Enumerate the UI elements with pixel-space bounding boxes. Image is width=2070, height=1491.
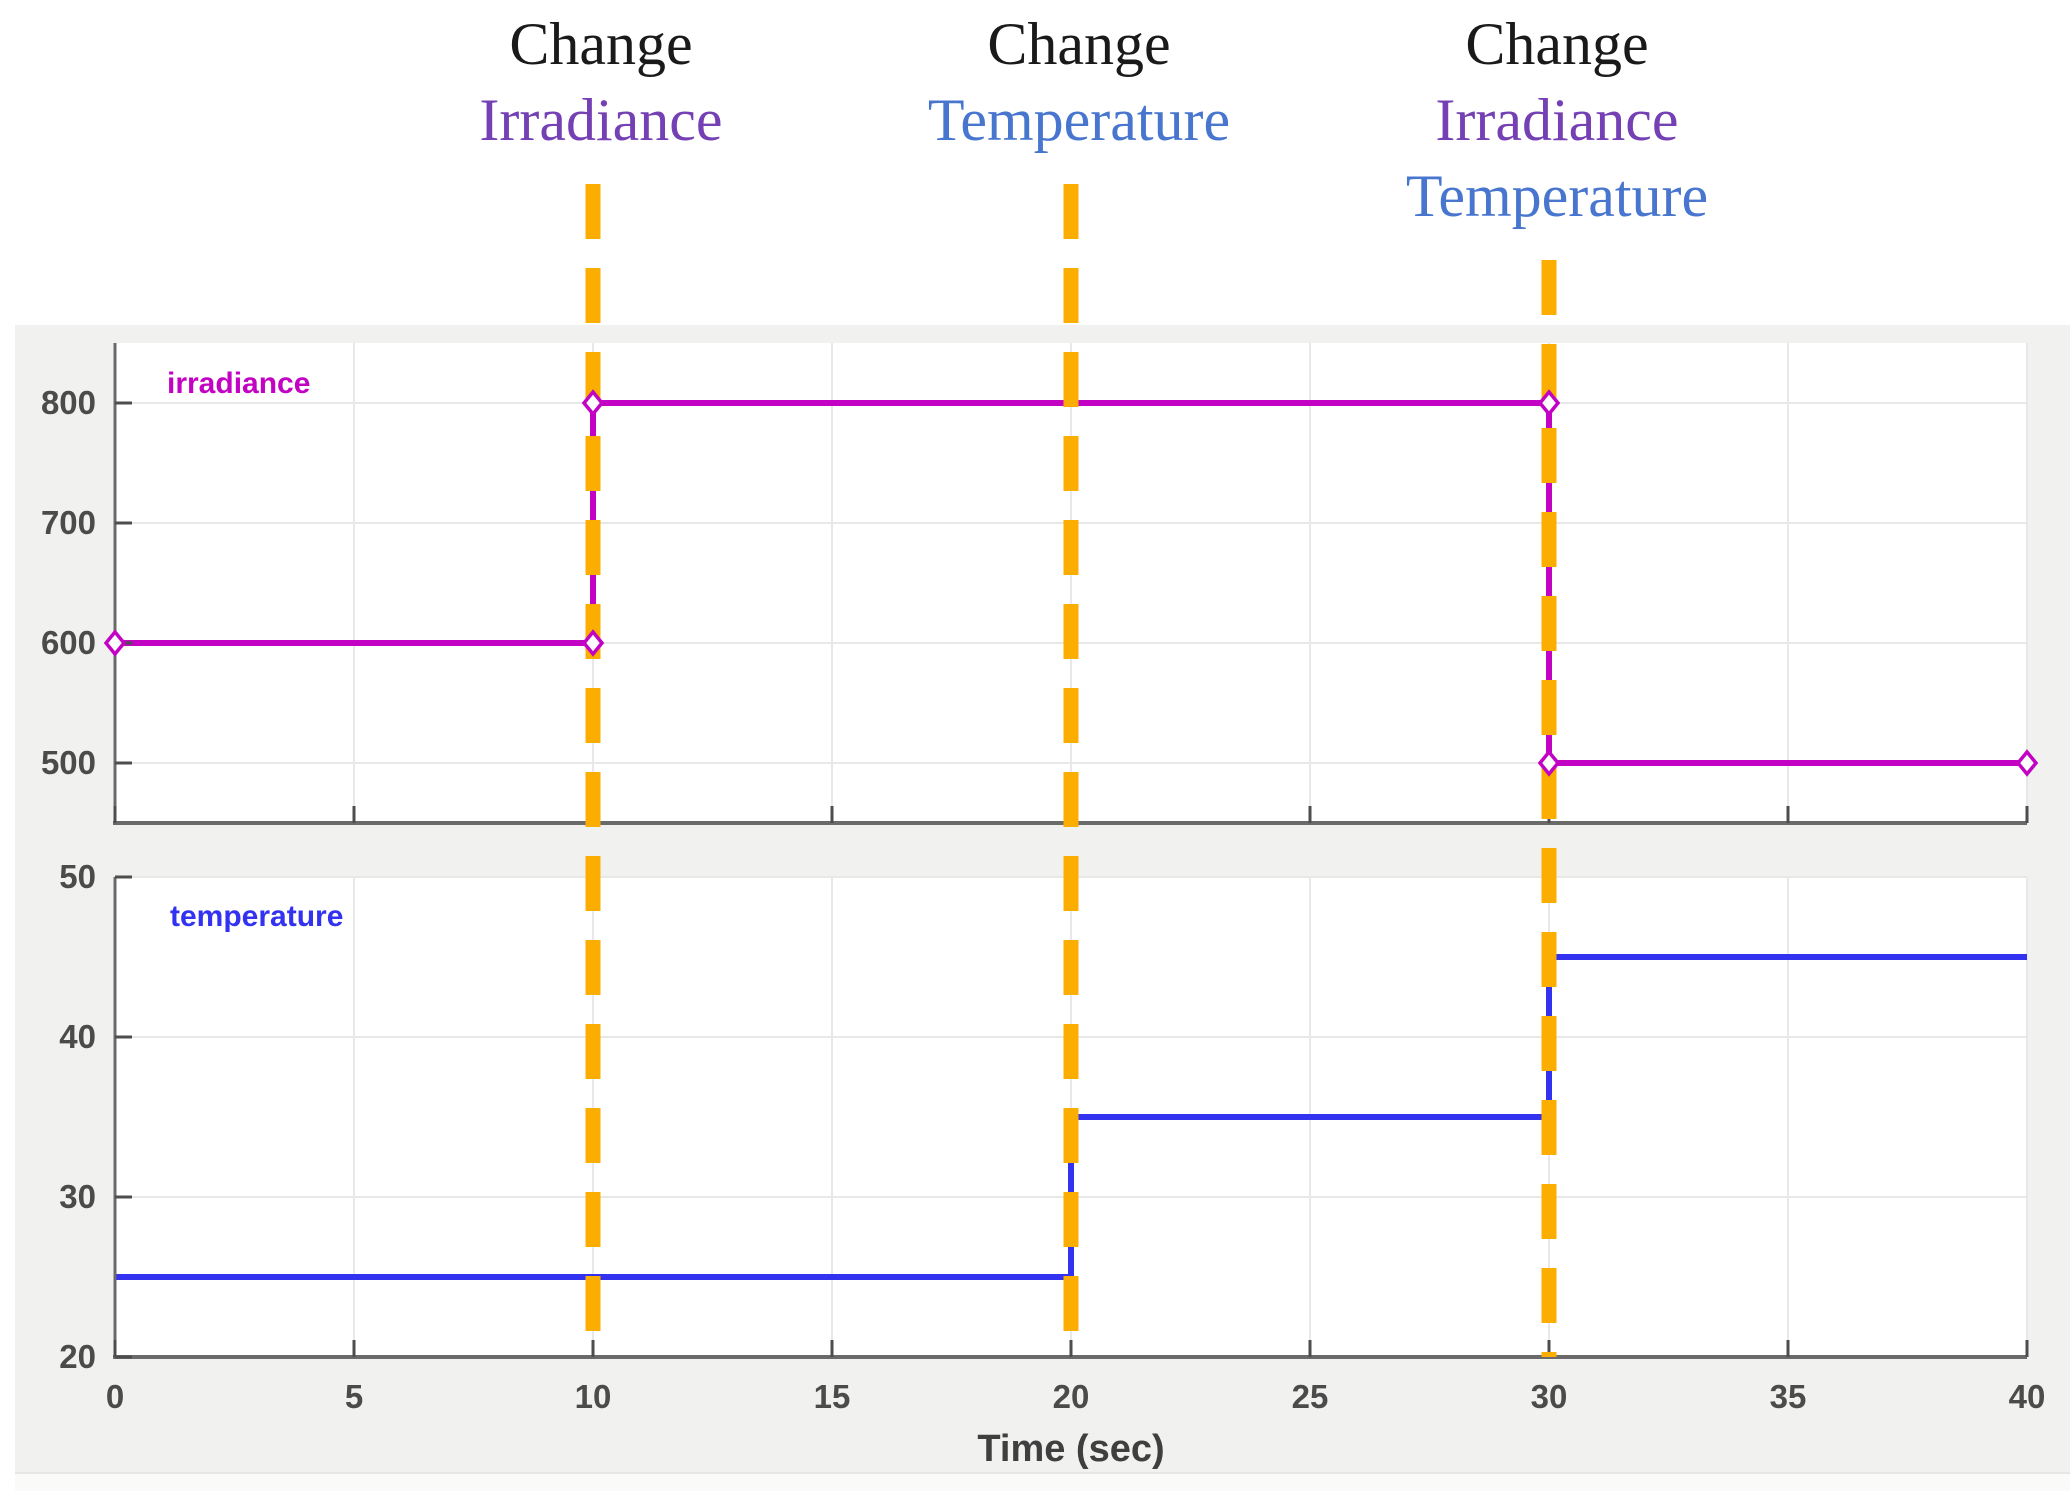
annotation-line: Temperature [1405,163,1709,229]
y-tick-label: 20 [59,1338,96,1375]
temperature-series-label: temperature [170,900,344,933]
irradiance-marker [581,389,605,417]
x-tick-label: 25 [1291,1378,1329,1415]
y-tick-label: 50 [59,858,96,895]
annotation-line: Change [987,11,1171,77]
irradiance-marker [1537,749,1561,777]
irradiance-marker [103,629,127,657]
y-tick-label: 40 [59,1018,96,1055]
irradiance-marker [2015,749,2039,777]
x-tick-label: 15 [813,1378,851,1415]
annotation-line: Irradiance [1435,87,1679,153]
x-tick-label: 35 [1769,1378,1807,1415]
x-tick-label: 0 [105,1378,125,1415]
change-annotation: Change Irradiance [479,6,722,158]
irradiance-series-label: irradiance [167,367,311,400]
annotation-line: Change [1465,11,1649,77]
irradiance-marker [1537,389,1561,417]
y-tick-label: 800 [40,384,96,421]
x-tick-label: 10 [574,1378,612,1415]
x-tick-label: 5 [344,1378,364,1415]
annotation-line: Irradiance [479,87,723,153]
figure-panel-footer [15,1472,2070,1491]
change-annotation: Change Temperature [928,6,1230,158]
irradiance-marker [581,629,605,657]
temperature-line [115,954,2027,1280]
change-annotation: Change Irradiance Temperature [1406,6,1708,234]
y-tick-label: 30 [59,1178,96,1215]
y-tick-label: 500 [40,744,96,781]
x-tick-label: 40 [2008,1378,2046,1415]
annotation-line: Change [509,11,693,77]
x-tick-label: 20 [1052,1378,1090,1415]
x-tick-label: 30 [1530,1378,1568,1415]
y-tick-label: 700 [40,504,96,541]
annotation-line: Temperature [927,87,1231,153]
x-axis-label: Time (sec) [977,1428,1165,1470]
y-tick-label: 600 [40,624,96,661]
